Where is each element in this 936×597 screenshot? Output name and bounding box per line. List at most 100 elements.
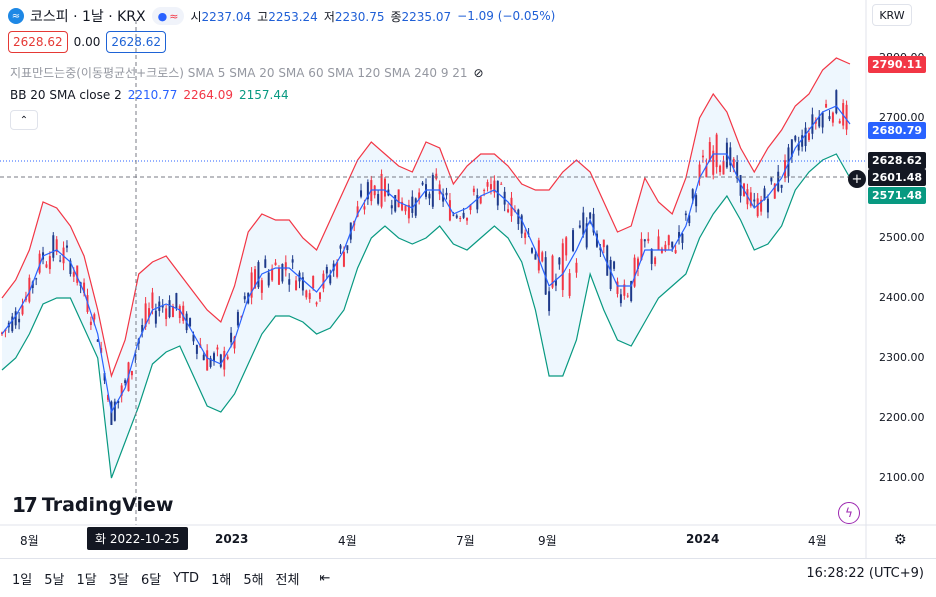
range-all-button[interactable]: 전체 <box>275 572 300 588</box>
candle-body <box>568 273 571 296</box>
collapse-legend-button[interactable]: ⌃ <box>10 110 38 130</box>
candle-body <box>397 189 400 208</box>
candle-body <box>500 183 503 185</box>
clock-timezone[interactable]: 16:28:22 (UTC+9) <box>806 566 924 581</box>
market-open-icon: ● <box>157 9 168 23</box>
range-1y-button[interactable]: 1해 <box>211 572 232 588</box>
candle-body <box>236 312 239 326</box>
candle-body <box>107 394 109 400</box>
candle-body <box>31 281 34 288</box>
candle-body <box>18 318 21 323</box>
candle-body <box>428 193 431 199</box>
candle-body <box>777 171 780 192</box>
bb-lower-value: 2157.44 <box>238 88 289 102</box>
ma-indicator-legend[interactable]: 지표만드는중(이동평균선+크로스) SMA 5 SMA 20 SMA 60 SM… <box>10 64 484 81</box>
range-5d-button[interactable]: 5날 <box>44 572 65 588</box>
candle-body <box>144 303 147 327</box>
candle-body <box>254 269 257 289</box>
candle-body <box>192 334 195 342</box>
candle-body <box>794 135 797 141</box>
symbol-title[interactable]: 코스피 · 1날 · KRX <box>30 9 146 25</box>
candle-body <box>575 262 578 273</box>
candle-body <box>630 280 633 302</box>
candle-body <box>281 263 284 282</box>
candle-body <box>295 280 298 291</box>
range-1m-button[interactable]: 1달 <box>76 572 97 588</box>
candle-body <box>452 214 455 216</box>
date-range-icon[interactable]: ⇤ <box>319 570 331 586</box>
candle-body <box>206 350 209 371</box>
candle-body <box>647 238 650 241</box>
range-1d-button[interactable]: 1일 <box>12 572 33 588</box>
candle-body <box>130 370 133 376</box>
candle-body <box>189 318 192 327</box>
candle-body <box>671 241 674 248</box>
candle-body <box>619 294 622 304</box>
ohlc-change: −1.09 (−0.05%) <box>457 9 556 23</box>
candle-body <box>818 116 821 127</box>
data-delay-icon: ≈ <box>169 9 179 23</box>
currency-button[interactable]: KRW <box>872 4 912 26</box>
candle-body <box>11 316 14 332</box>
candle-body <box>226 356 229 360</box>
add-alert-plus-icon[interactable]: + <box>848 170 866 188</box>
candle-body <box>766 198 769 213</box>
candle-body <box>165 308 168 320</box>
range-5y-button[interactable]: 5해 <box>243 572 264 588</box>
lightning-icon[interactable]: ϟ <box>838 502 860 524</box>
candle-body <box>377 194 380 204</box>
ohlc-high: 고2253.24 <box>257 9 318 24</box>
price-tick-label: 2300.00 <box>879 351 925 364</box>
candle-body <box>45 264 48 268</box>
candle-body <box>466 217 469 221</box>
candle-body <box>250 272 253 298</box>
candle-body <box>134 354 137 357</box>
candle-body <box>838 120 841 124</box>
market-status-pill[interactable]: ● ≈ <box>151 7 185 25</box>
bb-indicator-legend[interactable]: BB 20 SMA close 2 2210.77 2264.09 2157.4… <box>10 88 289 102</box>
candle-body <box>589 212 592 219</box>
candle-body <box>797 143 800 151</box>
range-3m-button[interactable]: 3달 <box>108 572 129 588</box>
tradingview-logo-text: TradingView <box>41 494 174 516</box>
candle-body <box>407 204 410 219</box>
candle-body <box>274 262 277 266</box>
buy-button[interactable]: 2628.62 <box>106 31 166 53</box>
range-ytd-button[interactable]: YTD <box>173 570 200 586</box>
symbol-header: ≈ 코스피 · 1날 · KRX ● ≈ 시2237.04 고2253.24 저… <box>8 5 555 27</box>
candle-body <box>613 261 616 269</box>
crosshair-price-flag: 2601.48 <box>868 169 926 186</box>
candle-body <box>148 308 151 318</box>
candle-body <box>319 292 321 299</box>
price-tick-label: 2400.00 <box>879 291 925 304</box>
candle-body <box>366 182 369 200</box>
candle-body <box>695 195 698 207</box>
candle-body <box>780 184 783 188</box>
candle-body <box>674 250 677 254</box>
candle-body <box>712 150 715 175</box>
candle-body <box>592 213 595 233</box>
candle-body <box>48 256 51 270</box>
candle-body <box>801 135 804 147</box>
candle-body <box>739 175 742 196</box>
gear-icon[interactable]: ⚙ <box>894 532 907 548</box>
tradingview-mark-icon: 17 <box>12 493 38 517</box>
candle-body <box>35 278 38 280</box>
range-6m-button[interactable]: 6달 <box>140 572 162 588</box>
candle-body <box>76 265 79 283</box>
candle-body <box>678 232 681 239</box>
candle-body <box>688 215 691 224</box>
sell-button[interactable]: 2628.62 <box>8 31 68 53</box>
candle-body <box>623 284 626 296</box>
candle-body <box>804 127 807 147</box>
candle-body <box>52 235 55 258</box>
candle-body <box>807 133 810 140</box>
candle-body <box>230 332 233 343</box>
candle-body <box>209 358 212 367</box>
candle-body <box>83 282 86 294</box>
candle-body <box>315 302 318 305</box>
tradingview-logo[interactable]: 17 TradingView <box>12 493 173 517</box>
candle-body <box>572 230 575 252</box>
hidden-eye-icon[interactable]: ⊘ <box>473 65 484 80</box>
